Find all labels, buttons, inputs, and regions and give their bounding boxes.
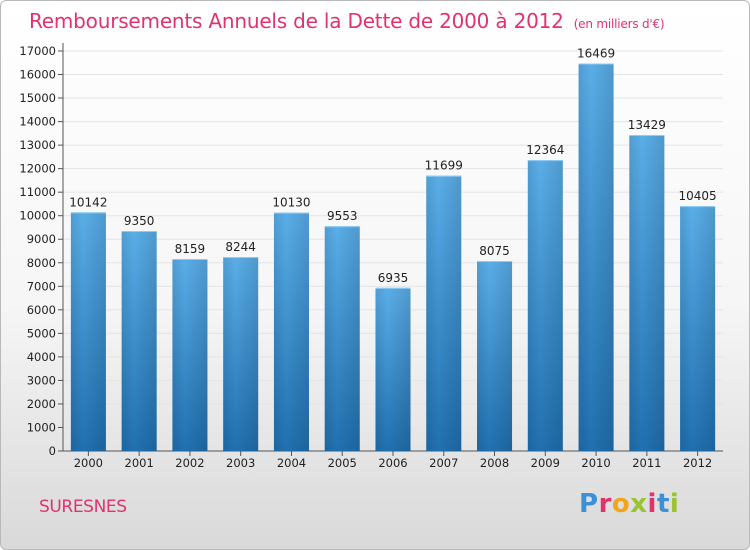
bar-shade [223,257,259,451]
brand-letter: x [630,489,648,519]
data-label: 9553 [327,209,358,223]
bar-shade [70,212,106,451]
brand-letter: i [669,489,680,519]
x-tick-label: 2006 [378,456,407,470]
x-tick-label: 2007 [429,456,458,470]
brand-letter: o [611,489,631,519]
y-tick-label: 11000 [19,185,56,199]
x-tick-label: 2001 [125,456,154,470]
brand-logo[interactable]: Proxiti [579,489,679,519]
data-label: 8244 [225,240,256,254]
data-label: 9350 [124,214,155,228]
y-tick-label: 12000 [19,162,56,176]
y-tick-label: 2000 [27,397,56,411]
x-tick-label: 2002 [175,456,204,470]
y-tick-label: 4000 [27,350,56,364]
chart-title-text: Remboursements Annuels de la Dette de 20… [29,9,564,33]
y-tick-label: 17000 [19,44,56,58]
brand-letter: P [579,489,599,519]
bar-shade [121,231,157,451]
chart-units: (en milliers d'€) [573,17,665,31]
bar-shade [375,287,411,451]
bar-shade [477,261,513,451]
x-tick-label: 2012 [683,456,712,470]
bar-shade [273,212,309,451]
y-tick-label: 10000 [19,209,56,223]
brand-letter: t [656,489,670,519]
brand-letter: r [598,489,612,519]
bar-shade [426,175,462,451]
y-tick-label: 9000 [27,232,56,246]
x-tick-label: 2003 [226,456,255,470]
y-tick-label: 14000 [19,115,56,129]
data-label: 10142 [69,195,107,209]
x-tick-label: 2000 [74,456,103,470]
data-label: 13429 [628,118,666,132]
bar-shade [629,135,665,451]
y-tick-label: 3000 [27,373,56,387]
data-label: 16469 [577,46,615,60]
data-label: 6935 [378,271,409,285]
data-label: 8075 [479,244,510,258]
y-tick-label: 5000 [27,326,56,340]
data-label: 8159 [175,242,206,256]
city-name: SURESNES [39,497,127,517]
data-label: 12364 [526,143,564,157]
y-tick-label: 15000 [19,91,56,105]
x-tick-label: 2010 [581,456,610,470]
data-labels: 10142 9350 8159 8244 10130 9553 6935 11699 8075 1… [69,46,716,284]
x-tick-label: 2005 [328,456,357,470]
data-label: 10405 [679,189,717,203]
bar-shade [527,160,563,452]
bar-shade [172,259,208,451]
y-tick-label: 8000 [27,256,56,270]
bar-shade [578,63,614,452]
y-tick-label: 1000 [27,420,56,434]
y-tick-label: 13000 [19,138,56,152]
bars [70,63,716,452]
bar-shade [680,206,716,451]
y-tick-label: 6000 [27,303,56,317]
bar-shade [324,226,360,451]
brand-letter: i [647,489,657,519]
x-tick-label: 2004 [277,456,306,470]
data-label: 11699 [425,159,463,173]
chart-title: Remboursements Annuels de la Dette de 20… [29,9,665,33]
data-label: 10130 [272,196,310,210]
x-tick-label: 2011 [632,456,661,470]
y-tick-label: 0 [49,444,56,458]
x-tick-label: 2008 [480,456,509,470]
x-tick-label: 2009 [531,456,560,470]
y-tick-label: 16000 [19,68,56,82]
y-tick-label: 7000 [27,279,56,293]
